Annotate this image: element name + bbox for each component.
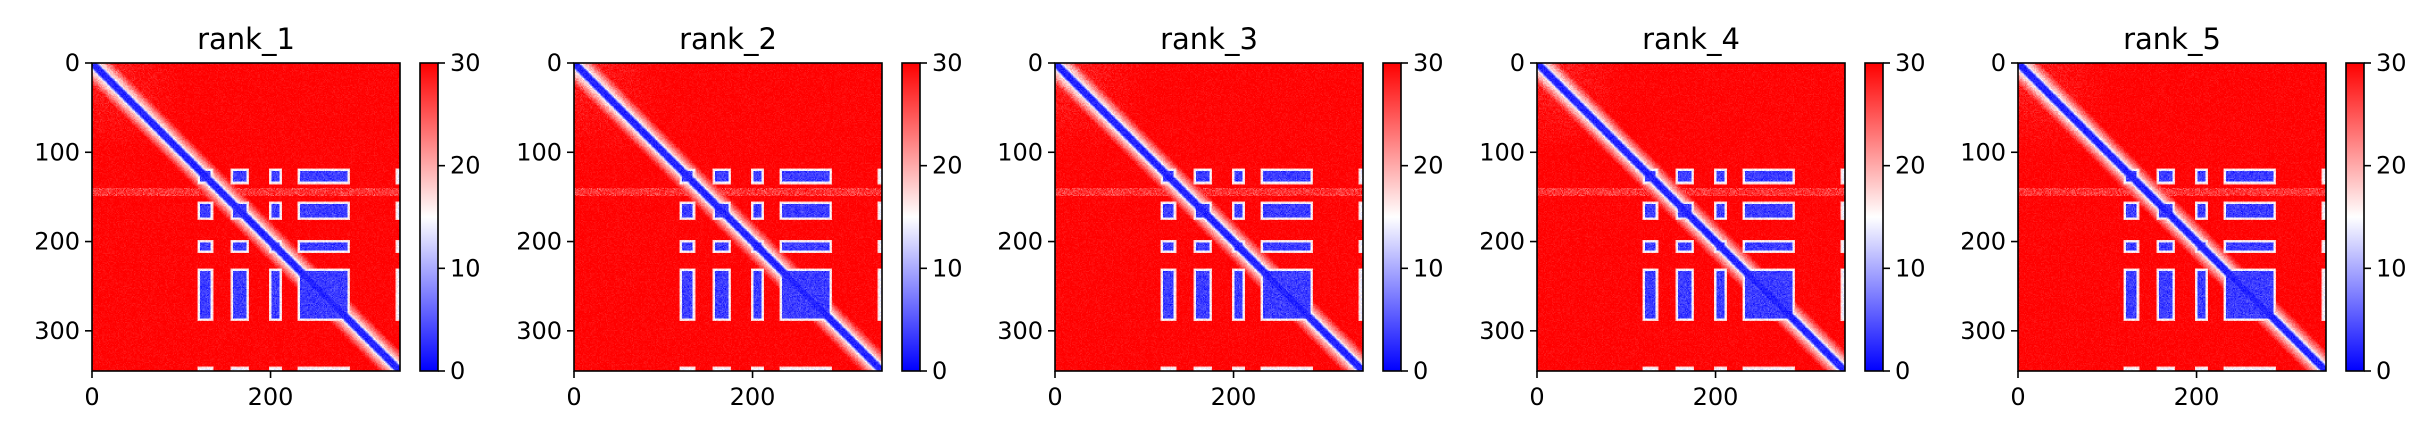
y-tick-label: 0 [1028, 49, 1043, 77]
colorbar-frame [1382, 62, 1402, 372]
colorbar-tick-label: 10 [1895, 254, 1926, 282]
y-tick-label: 100 [34, 138, 80, 166]
axes-frame [2017, 62, 2327, 372]
y-tick-label: 0 [65, 49, 80, 77]
y-tick-label: 300 [1960, 317, 2006, 345]
colorbar-tick-label: 20 [450, 152, 481, 180]
colorbar-tick-label: 20 [1413, 152, 1444, 180]
y-tick-label: 300 [1479, 317, 1525, 345]
y-tick-label: 100 [1479, 138, 1525, 166]
colorbar [1865, 63, 1883, 371]
colorbar-tick-label: 0 [1413, 357, 1428, 385]
y-tick-label: 100 [516, 138, 562, 166]
colorbar-tick-label: 30 [1895, 49, 1926, 77]
y-tick-label: 0 [1991, 49, 2006, 77]
chart-title: rank_2 [679, 22, 777, 56]
x-tick-label: 0 [84, 383, 99, 411]
axes-frame [573, 62, 883, 372]
chart-title: rank_1 [197, 22, 295, 56]
subplot-rank-3: rank_3 0 100 200 300 0 200 0 10 20 30 [997, 22, 1443, 411]
y-tick-label: 100 [1960, 138, 2006, 166]
y-tick-label: 200 [34, 228, 80, 256]
colorbar-frame [419, 62, 439, 372]
chart-title: rank_4 [1642, 22, 1740, 56]
y-tick-label: 300 [997, 317, 1043, 345]
heatmap-rank-2 [574, 63, 882, 371]
heatmap-rank-5 [2018, 63, 2326, 371]
colorbar-tick-label: 0 [450, 357, 465, 385]
x-tick-label: 0 [1047, 383, 1062, 411]
colorbar [902, 63, 920, 371]
y-tick-label: 200 [997, 228, 1043, 256]
axes-frame [1536, 62, 1846, 372]
x-tick-label: 0 [566, 383, 581, 411]
colorbar-tick-label: 0 [2376, 357, 2391, 385]
subplot-rank-2: rank_2 0 100 200 300 0 200 0 10 20 30 [516, 22, 962, 411]
y-tick-label: 0 [1510, 49, 1525, 77]
heatmap-rank-3 [1055, 63, 1363, 371]
colorbar-frame [2345, 62, 2365, 372]
heatmap-rank-4 [1537, 63, 1845, 371]
y-tick-label: 300 [34, 317, 80, 345]
x-tick-label: 200 [1693, 383, 1739, 411]
colorbar-tick-label: 30 [932, 49, 963, 77]
colorbar-tick-label: 20 [2376, 152, 2407, 180]
colorbar-tick-label: 10 [2376, 254, 2407, 282]
y-tick-label: 200 [1479, 228, 1525, 256]
colorbar-tick-label: 30 [450, 49, 481, 77]
colorbar-frame [901, 62, 921, 372]
y-tick-label: 200 [1960, 228, 2006, 256]
colorbar [2346, 63, 2364, 371]
x-tick-label: 200 [730, 383, 776, 411]
y-tick-label: 200 [516, 228, 562, 256]
colorbar-tick-label: 10 [1413, 254, 1444, 282]
y-tick-label: 300 [516, 317, 562, 345]
chart-title: rank_3 [1160, 22, 1258, 56]
chart-title: rank_5 [2123, 22, 2221, 56]
y-tick-label: 100 [997, 138, 1043, 166]
heatmap-rank-1 [92, 63, 400, 371]
colorbar [420, 63, 438, 371]
x-tick-label: 200 [248, 383, 294, 411]
subplot-rank-4: rank_4 0 100 200 300 0 200 0 10 20 30 [1479, 22, 1925, 411]
y-tick-label: 0 [547, 49, 562, 77]
x-tick-label: 0 [2010, 383, 2025, 411]
subplot-rank-5: rank_5 0 100 200 300 0 200 0 10 20 30 [1960, 22, 2406, 411]
colorbar-tick-label: 20 [932, 152, 963, 180]
subplot-rank-1: rank_1 0 100 200 300 0 200 0 10 20 30 [34, 22, 480, 411]
colorbar-tick-label: 30 [1413, 49, 1444, 77]
colorbar-tick-label: 10 [450, 254, 481, 282]
axes-frame [1054, 62, 1364, 372]
x-tick-label: 200 [2174, 383, 2220, 411]
x-tick-label: 200 [1211, 383, 1257, 411]
colorbar-tick-label: 10 [932, 254, 963, 282]
colorbar-tick-label: 0 [932, 357, 947, 385]
x-tick-label: 0 [1529, 383, 1544, 411]
colorbar-tick-label: 30 [2376, 49, 2407, 77]
colorbar-tick-label: 0 [1895, 357, 1910, 385]
colorbar-tick-label: 20 [1895, 152, 1926, 180]
colorbar [1383, 63, 1401, 371]
colorbar-frame [1864, 62, 1884, 372]
axes-frame [91, 62, 401, 372]
